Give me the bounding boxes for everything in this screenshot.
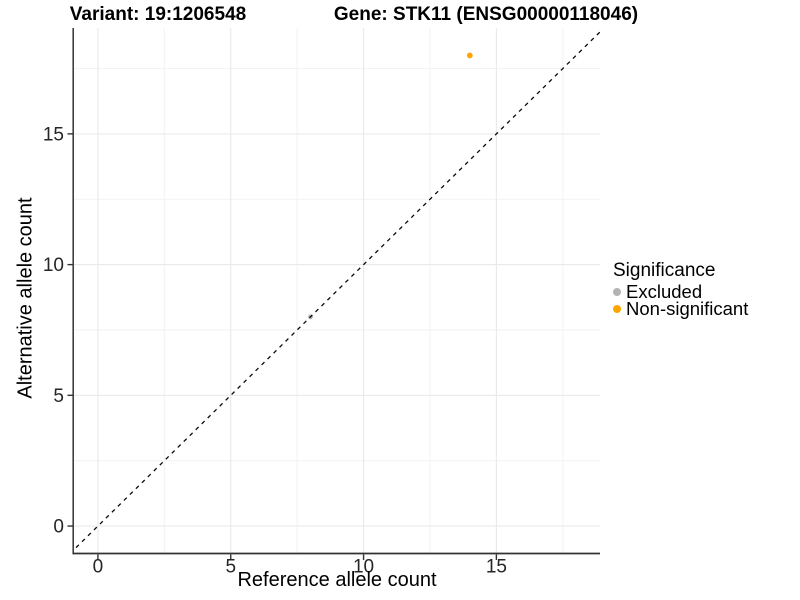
y-tick-label: 15 xyxy=(43,124,64,145)
legend-label-non-significant: Non-significant xyxy=(626,298,749,320)
x-tick-label: 0 xyxy=(93,557,104,578)
x-tick-label: 15 xyxy=(486,557,507,578)
y-tick-label: 10 xyxy=(43,255,64,276)
plot-title-variant: Variant: 19:1206548 xyxy=(69,4,247,25)
y-tick-label: 0 xyxy=(53,517,64,538)
data-point-non-significant xyxy=(466,52,473,59)
y-axis-title: Alternative allele count xyxy=(14,197,37,399)
non-significant-swatch-icon xyxy=(613,305,621,314)
panel-content xyxy=(74,31,600,551)
plot-title-gene: Gene: STK11 (ENSG00000118046) xyxy=(333,4,639,25)
excluded-swatch-icon xyxy=(613,287,621,296)
x-tick-label: 10 xyxy=(353,557,374,578)
identity-line xyxy=(74,31,600,551)
y-tick-label: 5 xyxy=(53,386,64,407)
legend-label-excluded: Excluded xyxy=(626,280,703,302)
legend-item-non-significant: Non-significant xyxy=(613,298,749,320)
legend: Significance Excluded Non-significant xyxy=(613,260,749,320)
legend-item-excluded: Excluded xyxy=(613,280,748,302)
x-tick-label: 5 xyxy=(225,557,236,578)
legend-title: Significance xyxy=(613,260,716,281)
x-axis-title: Reference allele count xyxy=(237,569,437,591)
